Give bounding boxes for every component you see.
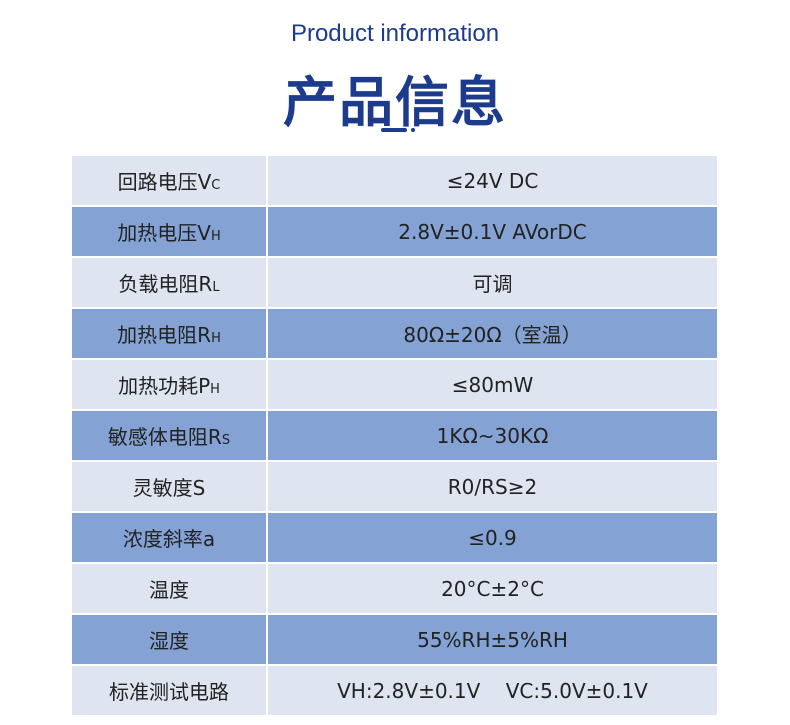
spec-value: 1KΩ~30KΩ — [268, 411, 717, 460]
spec-label: 加热电压VH — [72, 207, 266, 256]
spec-value: 可调 — [268, 258, 717, 307]
spec-label: 敏感体电阻RS — [72, 411, 266, 460]
spec-label-text: 湿度 — [149, 629, 189, 653]
spec-value: R0/RS≥2 — [268, 462, 717, 511]
spec-label-text: 加热功耗P — [118, 374, 211, 398]
spec-label: 浓度斜率a — [72, 513, 266, 562]
spec-value: ≤0.9 — [268, 513, 717, 562]
spec-value: 2.8V±0.1V AVorDC — [268, 207, 717, 256]
table-row: 灵敏度S R0/RS≥2 — [72, 462, 717, 511]
spec-value: 80Ω±20Ω（室温） — [268, 309, 717, 358]
spec-label-subscript: L — [212, 280, 220, 295]
title-english: Product information — [290, 20, 500, 47]
spec-label-subscript: S — [221, 433, 231, 448]
table-row: 温度 20°C±2°C — [72, 564, 717, 613]
spec-label-subscript: H — [211, 331, 221, 346]
spec-value: 20°C±2°C — [268, 564, 717, 613]
spec-value: VH:2.8V±0.1V VC:5.0V±0.1V — [268, 666, 717, 715]
spec-label-text: 回路电压V — [117, 170, 212, 194]
spec-label: 温度 — [72, 564, 266, 613]
spec-label-text: 灵敏度S — [132, 476, 206, 500]
table-row: 加热电压VH 2.8V±0.1V AVorDC — [72, 207, 717, 256]
spec-table: 回路电压VC ≤24V DC 加热电压VH 2.8V±0.1V AVorDC 负载电阻R… — [70, 154, 719, 717]
title-chinese: 产品信息 — [283, 71, 507, 134]
table-row: 加热功耗PH ≤80mW — [72, 360, 717, 409]
spec-label-text: 温度 — [149, 578, 189, 602]
spec-label: 灵敏度S — [72, 462, 266, 511]
spec-label: 湿度 — [72, 615, 266, 664]
spec-value: ≤80mW — [268, 360, 717, 409]
spec-label: 加热电阻RH — [72, 309, 266, 358]
spec-label-text: 加热电阻R — [117, 323, 212, 347]
spec-label-text: 加热电压V — [117, 221, 211, 245]
spec-label-text: 负载电阻R — [118, 272, 213, 296]
spec-label-subscript: C — [211, 178, 221, 193]
spec-value: 55%RH±5%RH — [268, 615, 717, 664]
table-row: 加热电阻RH 80Ω±20Ω（室温） — [72, 309, 717, 358]
title-underline — [381, 128, 407, 132]
spec-label: 标准测试电路 — [72, 666, 266, 715]
spec-value: ≤24V DC — [268, 156, 717, 205]
table-row: 湿度 55%RH±5%RH — [72, 615, 717, 664]
spec-label: 回路电压VC — [72, 156, 266, 205]
spec-label-text: 敏感体电阻R — [107, 425, 222, 449]
table-row: 浓度斜率a ≤0.9 — [72, 513, 717, 562]
table-row: 负载电阻RL 可调 — [72, 258, 717, 307]
table-row: 敏感体电阻RS 1KΩ~30KΩ — [72, 411, 717, 460]
title-dot — [411, 128, 415, 132]
table-row: 回路电压VC ≤24V DC — [72, 156, 717, 205]
spec-label: 负载电阻RL — [72, 258, 266, 307]
spec-label: 加热功耗PH — [72, 360, 266, 409]
spec-label-subscript: H — [210, 229, 221, 244]
table-row: 标准测试电路 VH:2.8V±0.1V VC:5.0V±0.1V — [72, 666, 717, 715]
spec-label-text: 标准测试电路 — [109, 680, 229, 704]
spec-label-subscript: H — [210, 382, 220, 397]
spec-label-text: 浓度斜率a — [122, 527, 216, 551]
